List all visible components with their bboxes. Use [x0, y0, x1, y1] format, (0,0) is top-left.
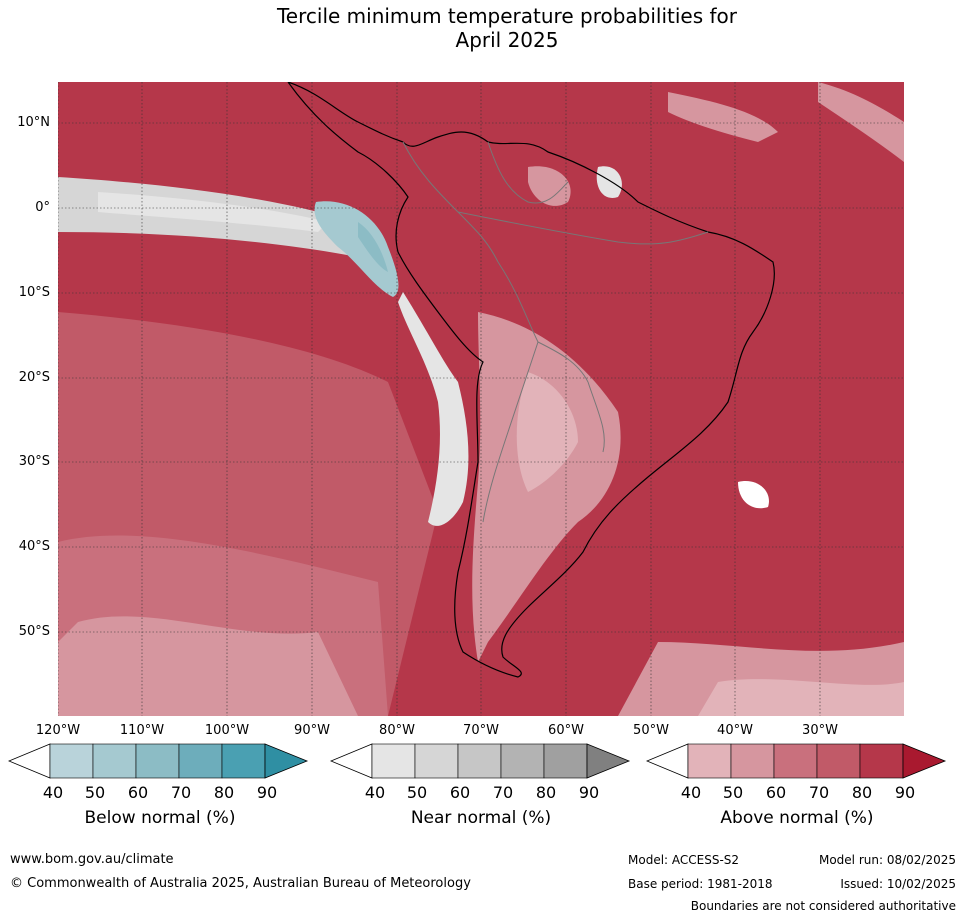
tick-label: 90	[894, 783, 916, 802]
south-america-coastline	[287, 82, 775, 678]
lon-label-30w: 30°W	[802, 723, 838, 738]
lat-label-50s: 50°S	[18, 624, 50, 639]
colorbar-segment	[178, 743, 223, 779]
colorbar-segment	[371, 743, 416, 779]
colorbar-extend-low	[645, 743, 689, 779]
colorbar-segment	[135, 743, 180, 779]
lat-label-10n: 10°N	[17, 115, 50, 130]
colorbar-segment	[730, 743, 775, 779]
footer-copyright: © Commonwealth of Australia 2025, Austra…	[10, 876, 471, 891]
footer-issued: Issued: 10/02/2025	[840, 877, 956, 891]
map-title: Tercile minimum temperature probabilitie…	[0, 4, 965, 52]
colorbar-segment	[816, 743, 861, 779]
footer-website: www.bom.gov.au/climate	[10, 852, 174, 867]
lat-label-30s: 30°S	[18, 454, 50, 469]
colorbar-segment	[49, 743, 94, 779]
national-borders	[402, 141, 709, 523]
footer-base-period: Base period: 1981-2018	[628, 877, 773, 891]
tick-label: 60	[765, 783, 787, 802]
region-chile-coast-grey	[398, 292, 469, 526]
tick-label: 40	[364, 783, 386, 802]
lat-label-20s: 20°S	[18, 370, 50, 385]
lon-label-80w: 80°W	[379, 723, 415, 738]
lat-label-10s: 10°S	[18, 285, 50, 300]
tick-label: 80	[535, 783, 557, 802]
title-line-2: April 2025	[455, 28, 559, 52]
region-interior-pink	[472, 312, 621, 662]
region-below-normal-blue	[314, 201, 399, 297]
colorbar-segment	[773, 743, 818, 779]
tick-label: 50	[406, 783, 428, 802]
tick-label: 80	[213, 783, 235, 802]
footer-model: Model: ACCESS-S2	[628, 853, 740, 867]
tick-label: 70	[492, 783, 514, 802]
lon-label-120w: 120°W	[35, 723, 81, 738]
region-guiana-grey	[596, 166, 622, 198]
lat-label-40s: 40°S	[18, 539, 50, 554]
tick-label: 90	[256, 783, 278, 802]
tick-label: 40	[42, 783, 64, 802]
colorbar-extend-low	[329, 743, 373, 779]
colorbar-title-below: Below normal (%)	[84, 808, 236, 828]
region-equatorial-lightgrey	[98, 192, 328, 232]
tick-label: 50	[84, 783, 106, 802]
lon-label-40w: 40°W	[717, 723, 753, 738]
colorbar-extend-low	[7, 743, 51, 779]
colorbar-segment	[92, 743, 137, 779]
colorbar-segment	[859, 743, 904, 779]
colorbar-below-normal	[7, 743, 310, 783]
region-ne-atlantic	[818, 82, 904, 162]
map-canvas	[58, 82, 904, 716]
colorbar-extend-high	[264, 743, 309, 779]
region-guiana-pink	[528, 166, 571, 206]
lon-label-110w: 110°W	[119, 723, 165, 738]
colorbar-segment	[687, 743, 732, 779]
colorbar-segment	[221, 743, 266, 779]
probability-map	[58, 82, 904, 716]
lon-label-50w: 50°W	[633, 723, 669, 738]
tick-label: 90	[578, 783, 600, 802]
colorbar-segment	[500, 743, 545, 779]
lon-label-70w: 70°W	[463, 723, 499, 738]
colorbar-segment	[457, 743, 502, 779]
region-se-lightpink	[698, 679, 904, 716]
colorbar-title-near: Near normal (%)	[410, 808, 552, 828]
tick-label: 70	[170, 783, 192, 802]
region-south-pink	[58, 616, 358, 716]
region-north-atlantic	[668, 92, 778, 142]
lon-label-60w: 60°W	[548, 723, 584, 738]
tick-label: 80	[851, 783, 873, 802]
colorbar-near-normal	[329, 743, 632, 783]
lon-label-90w: 90°W	[294, 723, 330, 738]
colorbar-above-normal	[645, 743, 948, 783]
footer-disclaimer: Boundaries are not considered authoritat…	[690, 899, 956, 913]
graticule	[58, 82, 904, 716]
colorbar-extend-high	[586, 743, 631, 779]
tick-label: 60	[449, 783, 471, 802]
colorbar-title-above: Above normal (%)	[720, 808, 874, 828]
lat-label-0: 0°	[35, 200, 50, 215]
tick-label: 40	[680, 783, 702, 802]
tick-label: 50	[722, 783, 744, 802]
tick-label: 70	[808, 783, 830, 802]
lon-label-100w: 100°W	[204, 723, 250, 738]
colorbar-extend-high	[902, 743, 947, 779]
region-below-normal-blue-dark	[358, 222, 388, 272]
title-line-1: Tercile minimum temperature probabilitie…	[276, 4, 738, 28]
colorbar-segment	[543, 743, 588, 779]
colorbar-segment	[414, 743, 459, 779]
region-atlantic-white	[738, 481, 769, 509]
footer-model-run: Model run: 08/02/2025	[818, 853, 956, 867]
tick-label: 60	[127, 783, 149, 802]
